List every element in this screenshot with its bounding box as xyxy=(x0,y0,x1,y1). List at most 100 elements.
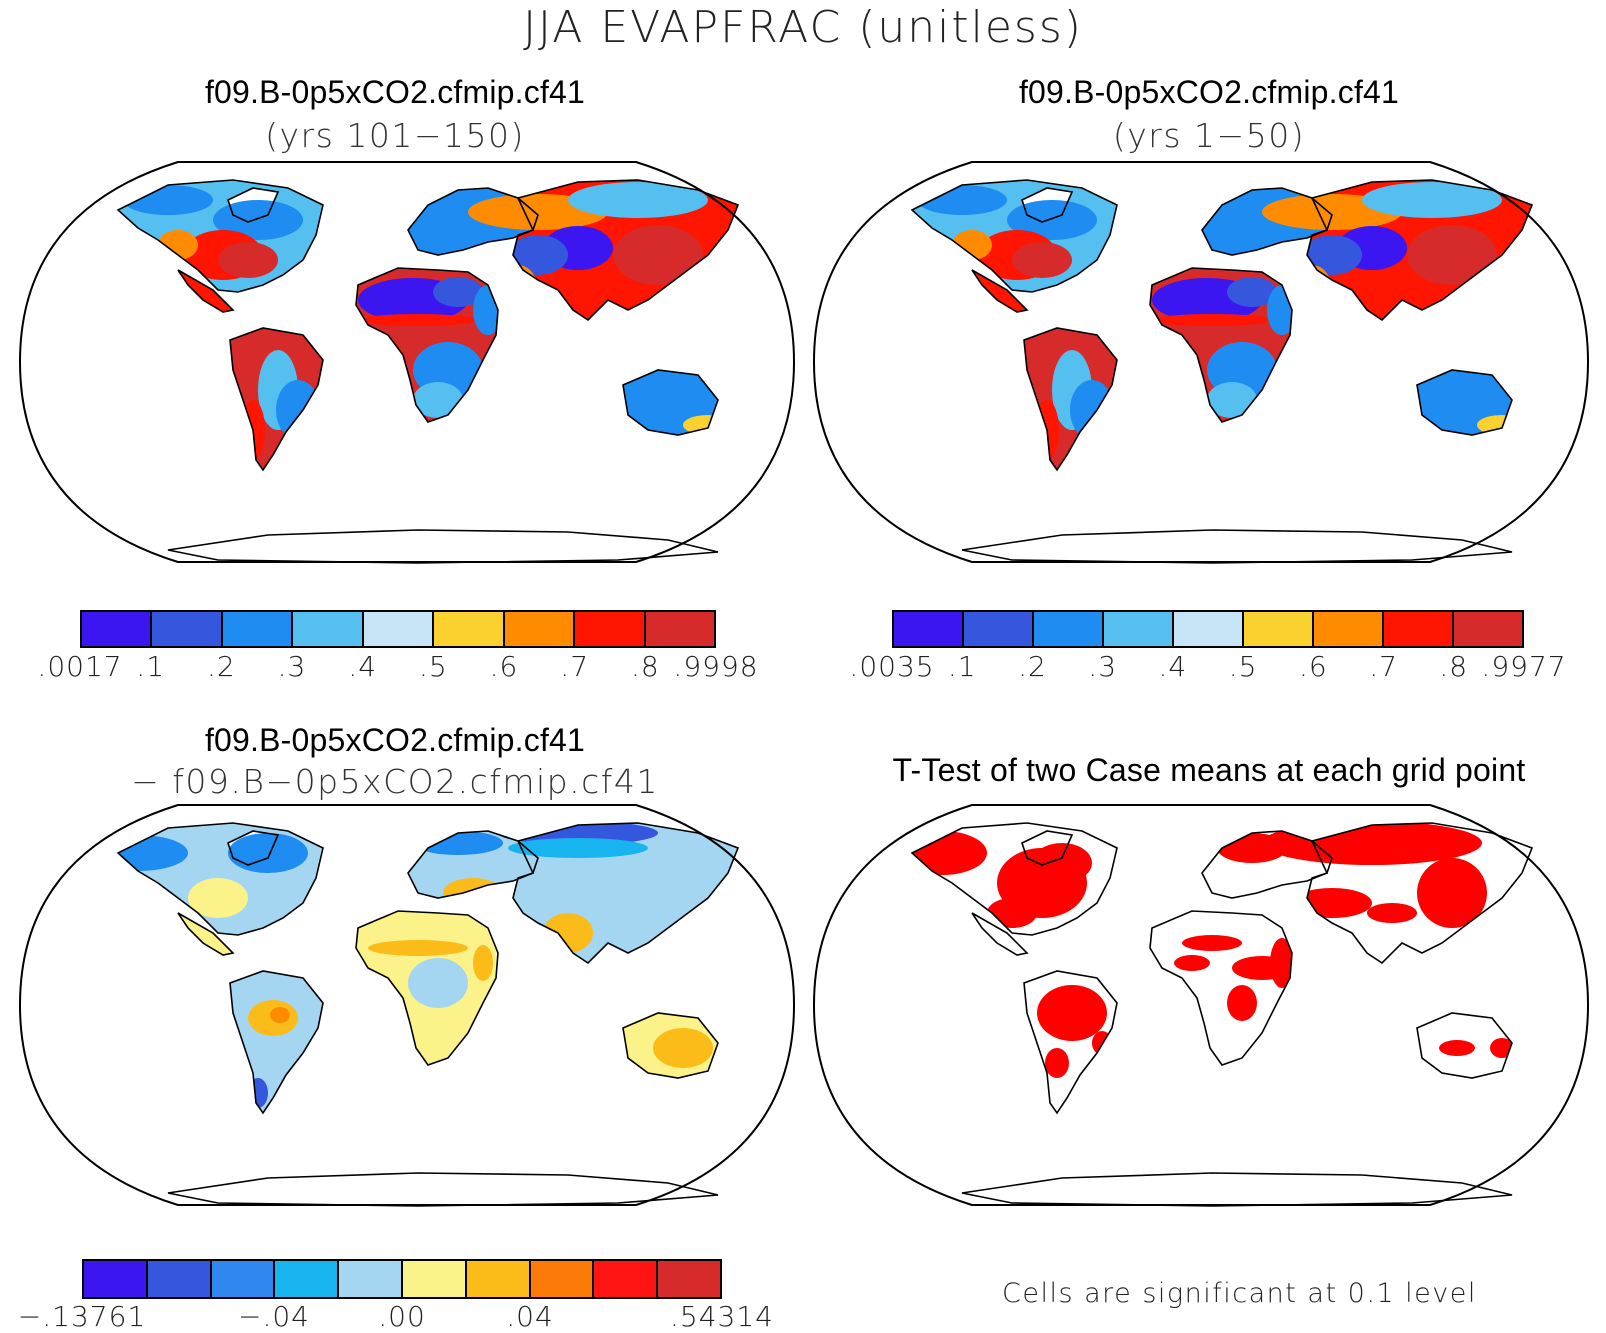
field-patch xyxy=(408,958,468,1008)
coastline xyxy=(1306,822,1534,965)
coastline xyxy=(971,912,1029,956)
panel3-map xyxy=(18,804,796,1207)
colorbar-label: .6 xyxy=(489,650,519,683)
colorbar-segment xyxy=(504,612,576,646)
field-patch xyxy=(613,225,703,285)
coastline xyxy=(177,912,235,956)
colorbar-label: .0017 xyxy=(37,650,123,683)
field-patch xyxy=(508,235,568,275)
field-patch xyxy=(276,380,320,440)
colorbar-segment xyxy=(84,1261,148,1297)
colorbar-segment xyxy=(147,1261,212,1297)
panel1-title: f09.B-0p5xCO2.cfmip.cf41 xyxy=(204,74,586,110)
coastline xyxy=(116,822,324,936)
coastline xyxy=(229,970,324,1115)
continent-ca xyxy=(972,913,1027,955)
field-patch xyxy=(1292,265,1332,315)
colorbar-segment xyxy=(1104,612,1174,646)
coastline xyxy=(177,269,235,313)
field-patch xyxy=(1037,985,1107,1041)
field-patch xyxy=(270,1007,290,1023)
colorbar-label: −.04 xyxy=(238,1300,310,1333)
panel1-subtitle: (yrs 101−150) xyxy=(265,116,525,155)
panel2-colorbar xyxy=(892,610,1524,648)
panel4-title: T-Test of two Case means at each grid po… xyxy=(892,752,1526,788)
coastline xyxy=(1306,179,1534,322)
field-patch xyxy=(1367,903,1417,923)
continent-ant xyxy=(962,530,1512,563)
coastline xyxy=(1021,830,1074,866)
field-patch xyxy=(413,831,503,855)
colorbar-label: .5 xyxy=(1228,650,1258,683)
colorbar-label: .7 xyxy=(1369,650,1398,683)
field-patch xyxy=(1270,938,1294,988)
panel3-subtitle: − f09.B−0p5xCO2.cfmip.cf41 xyxy=(131,762,659,801)
field-patch xyxy=(653,1028,713,1068)
coastline xyxy=(1023,327,1118,472)
colorbar-segment xyxy=(658,1261,720,1297)
colorbar-label: .2 xyxy=(206,650,236,683)
continent-ant xyxy=(168,1173,718,1206)
field-patch xyxy=(1439,1040,1475,1056)
panel1-map xyxy=(18,161,796,564)
coastline xyxy=(1416,1012,1513,1079)
field-patch xyxy=(248,1078,268,1108)
colorbar-segment xyxy=(363,612,435,646)
field-patch xyxy=(358,314,478,326)
coastline xyxy=(971,269,1029,313)
colorbar-label: .54314 xyxy=(670,1300,774,1333)
colorbar-segment xyxy=(82,612,153,646)
field-patch xyxy=(443,878,503,908)
coastline xyxy=(1416,369,1513,436)
field-patch xyxy=(1362,182,1502,218)
colorbar-segment xyxy=(152,612,223,646)
colorbar-segment xyxy=(434,612,505,646)
field-patch xyxy=(1302,235,1362,275)
coastline xyxy=(622,1012,719,1079)
field-patch xyxy=(588,988,648,1018)
colorbar-segment xyxy=(402,1261,467,1297)
colorbar-label: .3 xyxy=(277,650,307,683)
continent-sa xyxy=(230,971,323,1113)
panel2-title: f09.B-0p5xCO2.cfmip.cf41 xyxy=(1018,74,1400,110)
field-patch xyxy=(1407,225,1497,285)
colorbar-label: .0035 xyxy=(849,650,935,683)
field-patch xyxy=(1152,314,1272,326)
field-patch xyxy=(1292,888,1372,918)
field-patch xyxy=(118,835,188,871)
coastline xyxy=(622,369,719,436)
colorbar-label: .2 xyxy=(1018,650,1047,683)
field-patch xyxy=(413,382,463,418)
colorbar-segment xyxy=(594,1261,659,1297)
colorbar-segment xyxy=(894,612,964,646)
colorbar-segment xyxy=(964,612,1034,646)
colorbar-segment xyxy=(293,612,364,646)
colorbar-label: .6 xyxy=(1298,650,1328,683)
colorbar-label: .00 xyxy=(378,1300,426,1333)
colorbar-label: .8 xyxy=(1439,650,1469,683)
colorbar-segment xyxy=(1174,612,1244,646)
map-outline xyxy=(812,161,1590,563)
field-patch xyxy=(1007,200,1097,240)
colorbar-label: .04 xyxy=(506,1300,554,1333)
map-outline xyxy=(18,804,796,1206)
coastline xyxy=(910,822,1118,936)
field-patch xyxy=(508,838,648,858)
colorbar-label: .4 xyxy=(348,650,378,683)
field-patch xyxy=(1227,277,1277,307)
field-patch xyxy=(213,200,303,240)
colorbar-segment xyxy=(339,1261,403,1297)
colorbar-segment xyxy=(1034,612,1104,646)
field-patch xyxy=(228,833,308,873)
colorbar-segment xyxy=(530,1261,595,1297)
field-patch xyxy=(1032,843,1092,883)
significance-note: Cells are significant at 0.1 level xyxy=(1002,1278,1477,1309)
colorbar-label: .1 xyxy=(947,650,977,683)
figure-title: JJA EVAPFRAC (unitless) xyxy=(523,2,1083,53)
field-patch xyxy=(1070,380,1114,440)
colorbar-label: .9998 xyxy=(673,650,759,683)
field-patch xyxy=(568,182,708,218)
field-patch xyxy=(578,340,658,380)
field-patch xyxy=(188,878,248,918)
panel3-title: f09.B-0p5xCO2.cfmip.cf41 xyxy=(204,722,586,758)
